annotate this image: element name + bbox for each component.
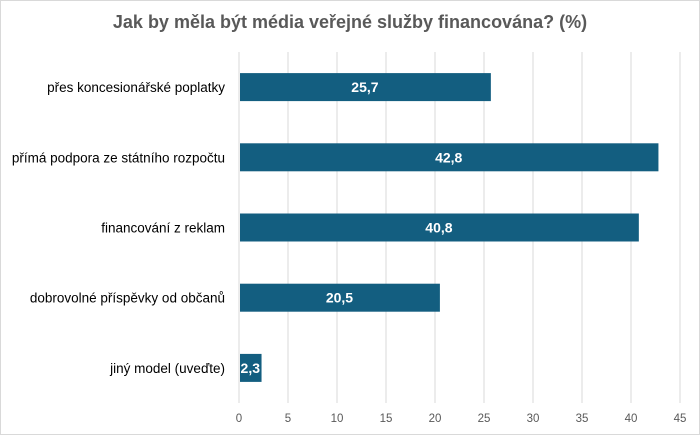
x-tick-label: 20	[429, 413, 442, 425]
x-tick-label: 35	[576, 413, 589, 425]
x-tick-label: 15	[380, 413, 393, 425]
x-tick-label: 30	[527, 413, 540, 425]
category-label: jiný model (uveďte)	[109, 361, 225, 376]
data-label: 42,8	[435, 149, 462, 165]
x-tick-label: 5	[285, 413, 291, 425]
data-label: 20,5	[326, 290, 353, 306]
category-label: přímá podpora ze státního rozpočtu	[12, 150, 225, 165]
x-tick-label: 40	[625, 413, 638, 425]
category-label: dobrovolné příspěvky od občanů	[30, 291, 225, 306]
x-tick-label: 45	[674, 413, 687, 425]
bar	[240, 143, 659, 172]
chart-title: Jak by měla být média veřejné služby fin…	[112, 12, 588, 32]
x-tick-label: 0	[236, 413, 242, 425]
data-label: 25,7	[351, 79, 378, 95]
x-tick-label: 25	[478, 413, 491, 425]
category-label: financování z reklam	[101, 221, 225, 236]
data-label: 2,3	[241, 360, 261, 376]
bar	[240, 213, 639, 242]
bar	[240, 353, 262, 382]
data-label: 40,8	[425, 220, 452, 236]
bar	[240, 73, 491, 102]
x-tick-label: 10	[331, 413, 344, 425]
category-label: přes koncesionářské poplatky	[47, 80, 225, 95]
bar	[240, 283, 440, 312]
